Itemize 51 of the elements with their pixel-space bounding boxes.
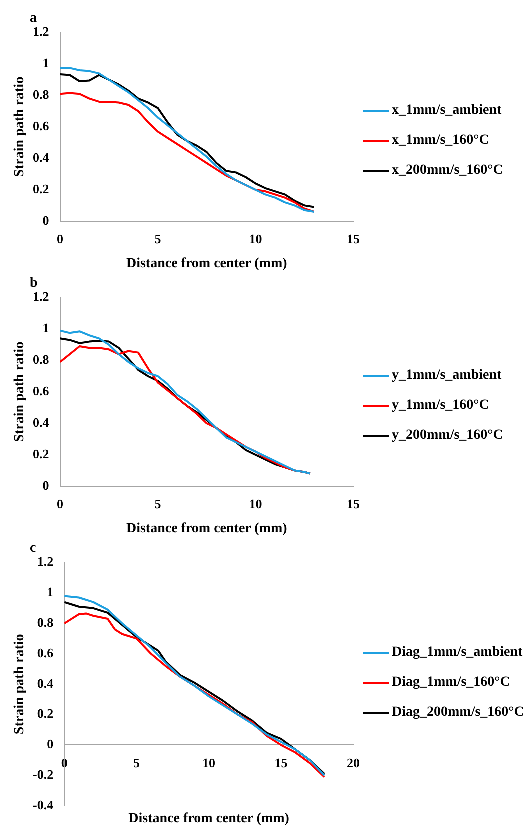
y-tick-label: 0.2 [37, 706, 54, 722]
y-tick-label: -0.4 [32, 797, 54, 812]
y-tick-label: 0.4 [37, 676, 54, 691]
x-axis-title: Distance from center (mm) [126, 256, 288, 272]
x-axis-title: Distance from center (mm) [128, 812, 290, 827]
legend-label: x_200mm/s_160°C [392, 162, 504, 178]
legend-label: x_1mm/s_ambient [392, 102, 502, 118]
y-tick-label: 0.6 [33, 383, 50, 398]
y-tick-label: 0.6 [37, 645, 54, 660]
y-tick-label: 0.8 [33, 87, 50, 102]
y-tick-label: -0.2 [32, 766, 54, 782]
legend-label: Diag_1mm/s_160°C [392, 675, 510, 691]
x-tick-label: 5 [154, 232, 162, 247]
y-tick-label: 0.6 [33, 118, 50, 134]
y-axis-title: Strain path ratio [12, 342, 28, 442]
y-tick-label: 0.8 [33, 352, 50, 368]
y-tick-label: 1 [42, 320, 50, 336]
y-tick-label: 0.2 [33, 446, 50, 462]
y-tick-label: 1.2 [33, 289, 50, 304]
y-tick-label: 0.4 [33, 414, 50, 430]
y-tick-label: 0 [42, 478, 50, 493]
y-tick-label: 0 [42, 212, 50, 228]
legend-label: y_200mm/s_160°C [392, 428, 504, 444]
chart-title: c [30, 541, 36, 556]
chart-title: b [30, 276, 38, 292]
chart-title: a [30, 11, 37, 26]
y-tick-label: 1.2 [37, 554, 54, 570]
x-axis-title: Distance from center (mm) [126, 522, 288, 537]
x-tick-label: 15 [274, 755, 288, 770]
legend-label: Diag_200mm/s_160°C [392, 705, 524, 721]
y-tick-label: 1 [47, 584, 54, 600]
x-tick-label: 10 [202, 755, 216, 770]
y-axis-title: Strain path ratio [12, 76, 28, 178]
y-tick-label: 1 [42, 56, 50, 71]
x-tick-label: 15 [347, 496, 360, 512]
x-tick-label: 10 [249, 496, 262, 512]
legend-label: y_1mm/s_ambient [392, 368, 502, 384]
legend-label: Diag_1mm/s_ambient [392, 645, 523, 661]
x-tick-label: 5 [154, 496, 162, 512]
y-axis-title: Strain path ratio [12, 634, 28, 735]
legend-label: y_1mm/s_160°C [392, 398, 490, 414]
legend-label: x_1mm/s_160°C [392, 132, 490, 148]
x-tick-label: 10 [249, 232, 262, 247]
x-tick-label: 20 [347, 755, 360, 770]
y-tick-label: 0.4 [33, 150, 50, 165]
y-tick-label: 0.2 [33, 181, 50, 196]
y-tick-label: 0.8 [37, 614, 54, 630]
y-tick-label: 0 [47, 736, 54, 752]
x-tick-label: 15 [347, 232, 360, 247]
y-tick-label: 1.2 [33, 24, 50, 40]
x-tick-label: 5 [134, 755, 141, 770]
